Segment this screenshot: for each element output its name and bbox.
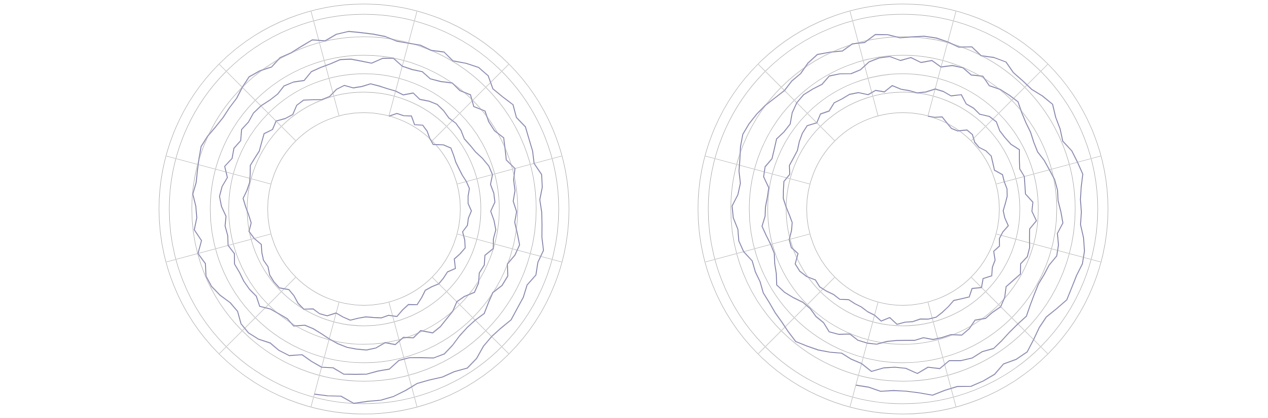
grid-ring (168, 13, 560, 405)
grid-spoke (970, 63, 1049, 142)
grid-ring (209, 54, 519, 364)
grid-ring (748, 54, 1058, 364)
grid-ring (158, 3, 570, 415)
grid-spoke (704, 233, 811, 263)
grid-ring (267, 112, 461, 306)
grid-ring (697, 3, 1109, 415)
polar-chart-left (158, 3, 570, 415)
grid-spoke (849, 301, 879, 408)
grid-spoke (927, 10, 957, 117)
grid-spoke (310, 10, 340, 117)
grid-spoke (165, 233, 272, 263)
grid-ring (228, 73, 500, 345)
grid-spoke (218, 63, 297, 142)
grid-ring (730, 36, 1076, 382)
series-line (192, 30, 545, 404)
grid-spoke (927, 301, 957, 408)
grid-ring (246, 91, 482, 327)
grid-ring (191, 36, 537, 382)
grid-spoke (456, 155, 563, 185)
grid-spoke (970, 276, 1049, 355)
grid-spoke (431, 63, 510, 142)
grid-spoke (456, 233, 563, 263)
grid-spoke (995, 155, 1102, 185)
grid-ring (767, 73, 1039, 345)
grid-spoke (165, 155, 272, 185)
grid-spoke (218, 276, 297, 355)
grid-ring (806, 112, 1000, 306)
grid-spoke (849, 10, 879, 117)
grid-spoke (431, 276, 510, 355)
grid-spoke (704, 155, 811, 185)
grid-ring (785, 91, 1021, 327)
grid-spoke (757, 276, 836, 355)
grid-ring (707, 13, 1099, 405)
grid-spoke (388, 10, 418, 117)
grid-spoke (310, 301, 340, 408)
grid-spoke (388, 301, 418, 408)
series-line (731, 33, 1086, 396)
polar-chart-right (697, 3, 1109, 415)
